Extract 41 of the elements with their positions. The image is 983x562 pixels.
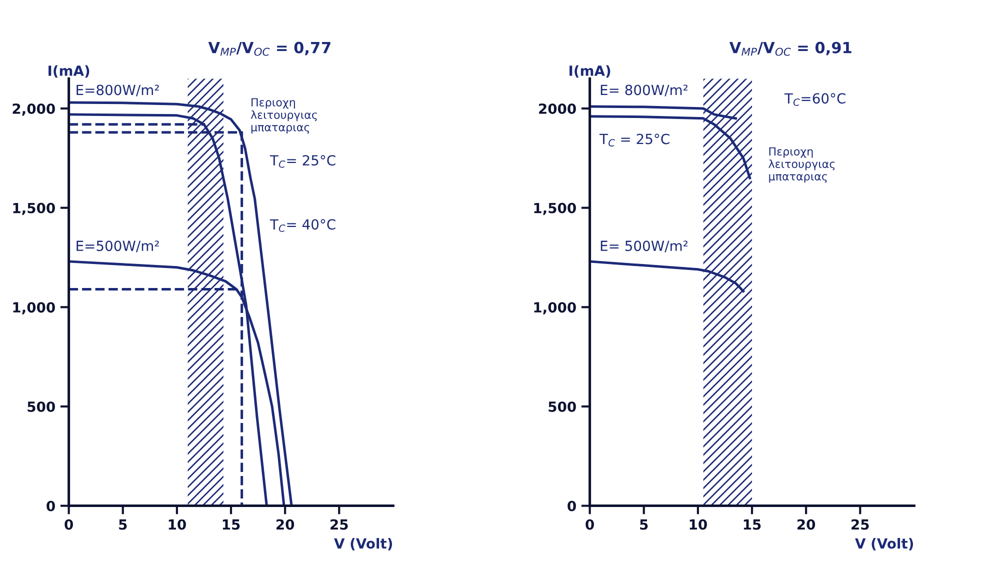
annotation: E= 500W/m² — [600, 240, 688, 252]
chart-title: V$_{MP}$/V$_{OC}$ = 0,91 — [729, 42, 852, 56]
annotation: E=800W/m² — [76, 84, 159, 96]
x-tick-label: 10 — [690, 519, 707, 530]
line-series — [590, 260, 745, 292]
x-tick-label: 25 — [852, 519, 869, 530]
y-axis-title: I(mA) — [48, 65, 90, 78]
y-tick-label: 0 — [46, 500, 55, 512]
x-axis-title: V (Volt) — [334, 538, 392, 550]
x-tick-label: 0 — [64, 519, 73, 530]
annotation: E= 800W/m² — [600, 84, 688, 96]
y-tick-label: 2000 — [539, 103, 576, 114]
y-tick-label: 1,000 — [13, 302, 55, 314]
y-axis-title: I(mA) — [570, 65, 610, 78]
y-tick-label: 0 — [568, 500, 576, 512]
line-series — [590, 105, 738, 120]
y-tick-label: 500 — [548, 401, 576, 412]
x-tick-label: 20 — [797, 519, 816, 530]
y-tick-label: 500 — [28, 401, 55, 412]
x-tick-label: 10 — [168, 519, 186, 530]
y-tick-label: 2,000 — [12, 103, 55, 116]
x-tick-label: 0 — [586, 519, 594, 530]
line-series — [590, 115, 752, 180]
annotation: T$_{C}$=60°C — [784, 93, 846, 106]
x-axis-title: V (Volt) — [855, 538, 913, 550]
x-tick-label: 5 — [640, 519, 648, 530]
x-tick-label: 15 — [744, 519, 761, 530]
x-tick-label: 25 — [330, 519, 348, 530]
annotation: T$_{C}$= 40°C — [270, 219, 336, 232]
y-tick-label: 1,500 — [13, 202, 55, 216]
y-tick-label: 1,500 — [534, 202, 576, 216]
x-tick-label: 15 — [222, 519, 240, 530]
band-label: Περιοχη λειτουργιας μπαταριας — [768, 147, 835, 183]
annotation: T$_{C}$= 25°C — [270, 155, 336, 168]
x-tick-label: 5 — [119, 519, 127, 530]
band-label: Περιοχη λειτουργιας μπαταριας — [250, 98, 317, 134]
annotation: T$_{C}$ = 25°C — [599, 134, 670, 146]
annotation: E=500W/m² — [76, 240, 159, 252]
chart-title: V$_{MP}$/V$_{OC}$ = 0,77 — [208, 42, 330, 56]
y-tick-label: 1,000 — [534, 302, 576, 314]
x-tick-label: 20 — [276, 519, 294, 530]
